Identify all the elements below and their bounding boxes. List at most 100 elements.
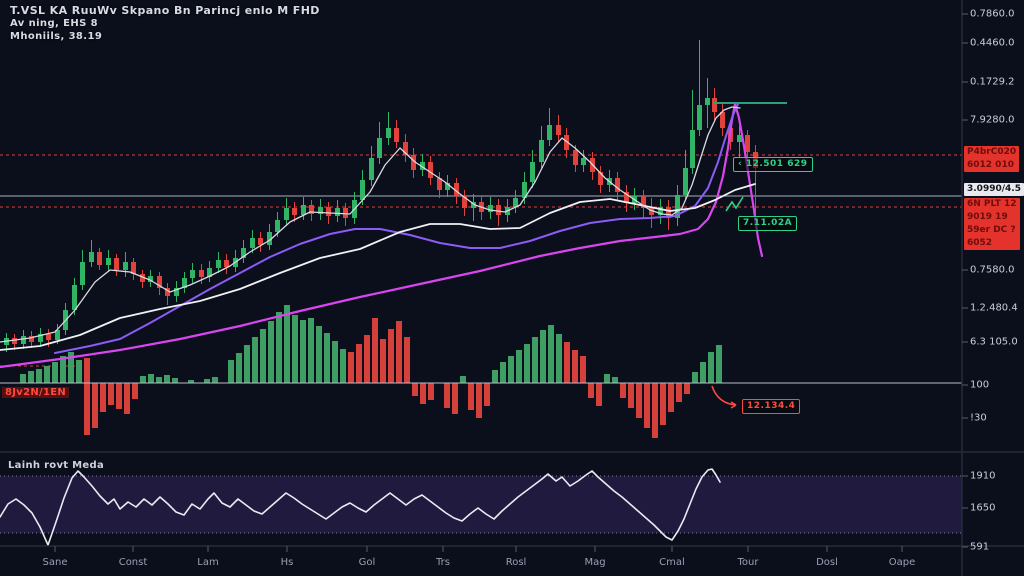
macd-histogram-bar [124,383,130,414]
candle-body [615,178,620,192]
price-axis-label: !30 [970,412,987,424]
candle-body [216,260,221,268]
candle-body [182,278,187,288]
time-axis-label: Tour [737,557,759,568]
candle-body [174,288,179,296]
candle-body [89,252,94,262]
red-callout-label[interactable]: 12.134.4 [742,399,801,414]
macd-histogram-bar [92,383,98,428]
price-axis-label: 0.7580.0 [970,264,1015,276]
price-axis-label: 591 [970,541,990,553]
macd-histogram-bar [36,369,42,383]
candle-body [275,220,280,232]
macd-histogram-bar [452,383,458,414]
macd-histogram-bar [532,337,538,383]
macd-histogram-bar [148,374,154,383]
candle-body [411,155,416,170]
candle-body [46,334,51,340]
candle-body [224,260,229,267]
macd-histogram-bar [716,345,722,383]
macd-histogram-bar [564,342,570,383]
macd-histogram-bar [348,352,354,383]
candle-body [437,178,442,190]
macd-histogram-bar [276,312,282,383]
time-axis-label: Const [118,557,148,568]
green-callout-label[interactable]: ‹ 12.501 629 [733,157,813,172]
candle-body [301,205,306,215]
candle-body [666,207,671,218]
ma-purple-line [54,103,739,354]
candle-body [496,205,501,215]
candle-body [207,268,212,277]
macd-histogram-bar [188,380,194,383]
candle-body [530,162,535,182]
candle-body [547,125,552,140]
macd-histogram-bar [332,341,338,383]
macd-histogram-bar [676,383,682,402]
candle-body [131,262,136,274]
green-callout-label[interactable]: 7.11.02A [738,216,798,231]
ma-fast-line [0,106,741,343]
price-axis-label: 0.7860.0 [970,8,1015,20]
candle-body [80,262,85,285]
macd-histogram-bar [692,372,698,383]
macd-histogram-bar [308,318,314,383]
macd-histogram-bar [172,378,178,383]
macd-histogram-bar [516,350,522,383]
time-axis-label: Trs [436,557,450,568]
time-axis-label: Hs [280,557,294,568]
indicator-legend-line: Av ning, EHS 8 [10,18,98,29]
macd-histogram-bar [228,360,234,383]
macd-histogram-bar [596,383,602,406]
candle-body [284,208,289,220]
price-axis-label: 6.3 105.0 [970,336,1018,348]
candle-body [386,128,391,138]
candle-body [97,252,102,265]
macd-histogram-bar [252,337,258,383]
candle-body [624,192,629,203]
candle-body [683,168,688,195]
macd-histogram-bar [612,377,618,383]
macd-histogram-bar [300,320,306,383]
macd-histogram-bar [556,334,562,383]
candle-body [573,150,578,165]
time-axis-label: Sane [42,557,68,568]
macd-histogram-bar [444,383,450,408]
candle-body [12,338,17,344]
price-axis-label: 1.2.480.4 [970,302,1018,314]
candle-body [343,208,348,218]
candle-body [737,135,742,142]
candle-body [199,270,204,277]
macd-histogram-bar [484,383,490,406]
oscillator-band [0,476,962,533]
price-axis-label: 0.4460.0 [970,37,1015,49]
time-axis-label: Lam [197,557,219,568]
candle-body [29,336,34,342]
macd-histogram-bar [604,374,610,383]
candle-body [522,182,527,198]
candle-body [241,248,246,258]
macd-histogram-bar [364,335,370,383]
symbol-title[interactable]: T.VSL KA RuuWv Skpano Bn Parincj enlo M … [10,4,320,17]
macd-histogram-bar [44,366,50,383]
candle-body [581,158,586,165]
candle-body [267,232,272,245]
candle-body [114,258,119,270]
oscillator-pane-label[interactable]: Lainh rovt Meda [8,460,104,471]
macd-histogram-bar [60,356,66,383]
candle-body [720,112,725,128]
macd-histogram-bar [116,383,122,409]
candle-body [250,238,255,248]
macd-histogram-bar [460,376,466,383]
macd-pane-label[interactable]: 8Jv2N/1EN [2,387,70,398]
candle-body [157,276,162,288]
macd-histogram-bar [548,325,554,383]
candle-body [394,128,399,142]
candle-body [690,130,695,168]
price-axis-label: 0.1729.2 [970,76,1015,88]
candle-body [38,334,43,342]
time-axis-label: Gol [358,557,376,568]
candle-body [123,262,128,270]
